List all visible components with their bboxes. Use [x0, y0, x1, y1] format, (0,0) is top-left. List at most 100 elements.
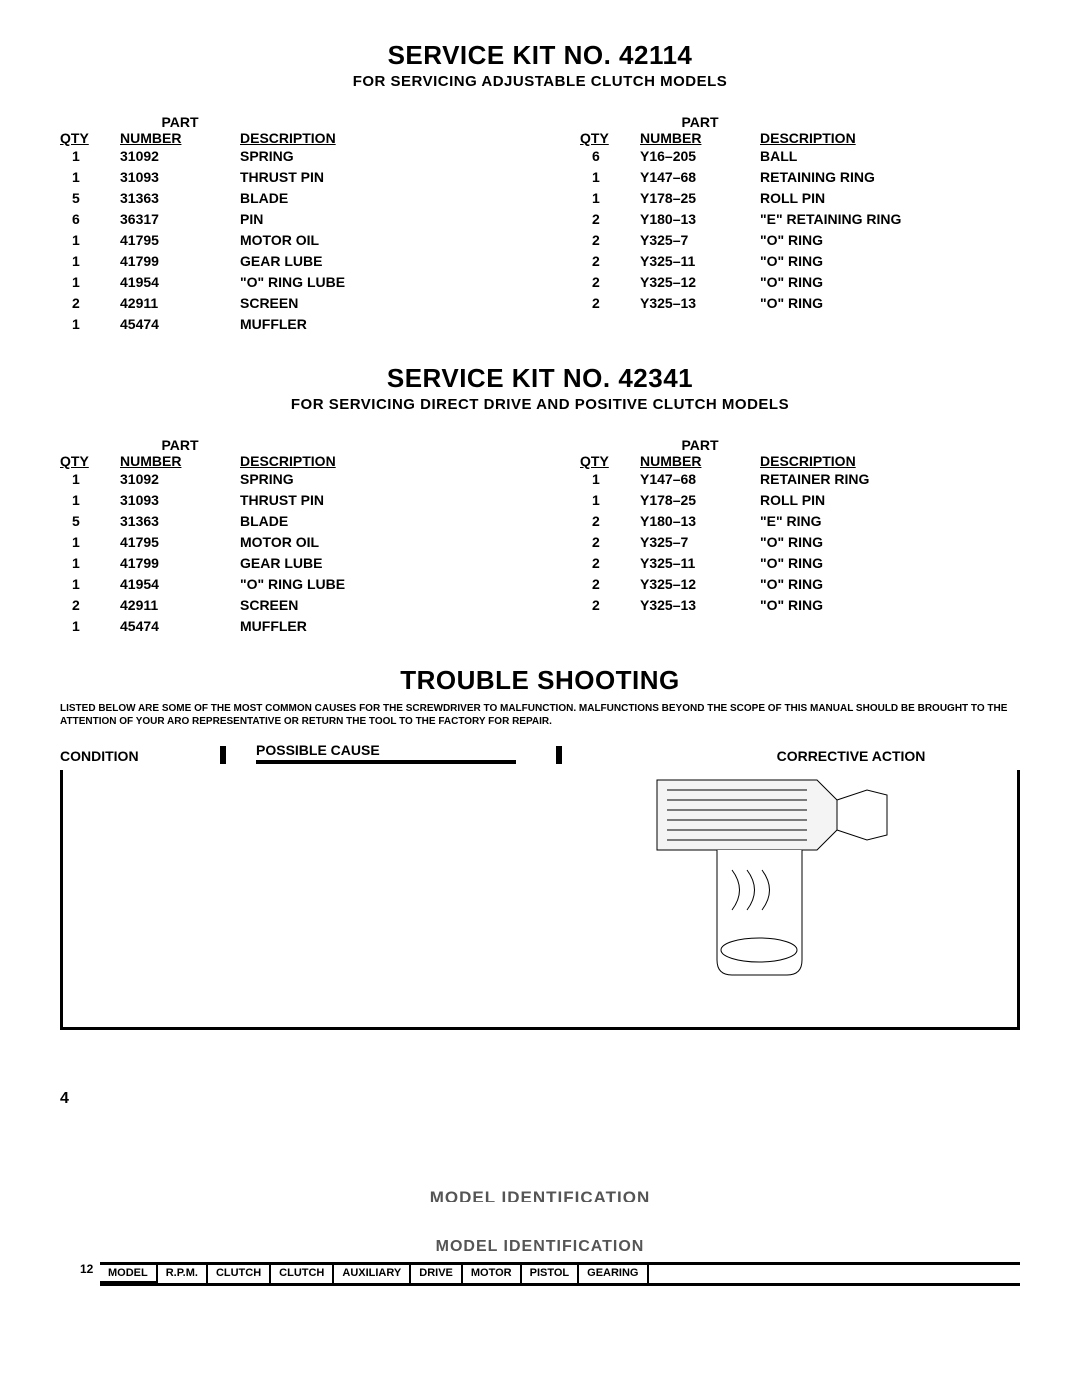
kit2-right-pn-h: NUMBER	[640, 453, 760, 469]
cell-qty: 1	[60, 616, 120, 637]
table-row: 6Y16–205BALL	[580, 146, 1020, 167]
kit2-left-pn-h: NUMBER	[120, 453, 240, 469]
cell-qty: 1	[60, 469, 120, 490]
kit2-right-qty-h: QTY	[580, 453, 640, 469]
cell-qty: 1	[60, 553, 120, 574]
trouble-col-cause: POSSIBLE CAUSE	[256, 742, 516, 764]
table-row: 2Y325–13"O" RING	[580, 595, 1020, 616]
cell-desc: GEAR LUBE	[240, 251, 500, 272]
table-row: 2Y325–7"O" RING	[580, 230, 1020, 251]
page-number: 4	[60, 1090, 1020, 1108]
cell-desc: "O" RING	[760, 553, 1020, 574]
cell-desc: ROLL PIN	[760, 188, 1020, 209]
table-row: 1Y178–25ROLL PIN	[580, 188, 1020, 209]
table-row: 145474MUFFLER	[60, 616, 500, 637]
cell-pn: 41799	[120, 251, 240, 272]
screwdriver-illustration	[637, 760, 897, 980]
model-col: CLUTCH	[271, 1265, 334, 1283]
model-col: PISTOL	[522, 1265, 580, 1283]
cell-desc: "O" RING	[760, 230, 1020, 251]
table-row: 141799GEAR LUBE	[60, 251, 500, 272]
cell-desc: "E" RING	[760, 511, 1020, 532]
cell-desc: SPRING	[240, 146, 500, 167]
cell-desc: SCREEN	[240, 293, 500, 314]
cell-qty: 2	[580, 574, 640, 595]
cell-pn: Y325–11	[640, 553, 760, 574]
trouble-title: TROUBLE SHOOTING	[60, 665, 1020, 696]
cell-desc: RETAINING RING	[760, 167, 1020, 188]
kit1-subtitle: FOR SERVICING ADJUSTABLE CLUTCH MODELS	[60, 73, 1020, 90]
cell-qty: 2	[580, 251, 640, 272]
table-row: 2Y325–11"O" RING	[580, 553, 1020, 574]
model-col: R.P.M.	[158, 1265, 208, 1283]
cell-desc: BLADE	[240, 188, 500, 209]
cell-desc: MUFFLER	[240, 314, 500, 335]
kit1-left-desc-h: DESCRIPTION	[240, 130, 500, 146]
kit2-tables: PART QTY NUMBER DESCRIPTION 131092SPRING…	[60, 437, 1020, 637]
cell-pn: 41954	[120, 574, 240, 595]
cell-desc: GEAR LUBE	[240, 553, 500, 574]
cell-desc: "O" RING LUBE	[240, 574, 500, 595]
cell-pn: 41799	[120, 553, 240, 574]
cell-desc: PIN	[240, 209, 500, 230]
cell-pn: Y180–13	[640, 511, 760, 532]
model-col: MOTOR	[463, 1265, 522, 1283]
cell-desc: "O" RING	[760, 251, 1020, 272]
table-row: 131092SPRING	[60, 146, 500, 167]
cell-desc: THRUST PIN	[240, 490, 500, 511]
kit2-right: PART QTY NUMBER DESCRIPTION 1Y147–68RETA…	[580, 437, 1020, 637]
cell-pn: Y180–13	[640, 209, 760, 230]
cell-qty: 1	[60, 251, 120, 272]
cell-desc: MOTOR OIL	[240, 230, 500, 251]
table-row: 2Y180–13"E" RETAINING RING	[580, 209, 1020, 230]
page-left-num: 12	[80, 1262, 93, 1276]
trouble-box	[60, 770, 1020, 1030]
cell-desc: "O" RING	[760, 574, 1020, 595]
kit2-right-desc-h: DESCRIPTION	[760, 453, 1020, 469]
cell-qty: 2	[60, 595, 120, 616]
cell-qty: 2	[580, 532, 640, 553]
cell-qty: 1	[60, 314, 120, 335]
kit1-tables: PART QTY NUMBER DESCRIPTION 131092SPRING…	[60, 114, 1020, 335]
cell-pn: 31093	[120, 167, 240, 188]
table-row: 141954"O" RING LUBE	[60, 272, 500, 293]
table-row: 531363BLADE	[60, 511, 500, 532]
table-row: 131093THRUST PIN	[60, 167, 500, 188]
cell-pn: 41795	[120, 532, 240, 553]
cell-pn: 36317	[120, 209, 240, 230]
kit1-left: PART QTY NUMBER DESCRIPTION 131092SPRING…	[60, 114, 500, 335]
cell-qty: 2	[580, 209, 640, 230]
table-row: 141795MOTOR OIL	[60, 230, 500, 251]
cell-desc: "O" RING	[760, 532, 1020, 553]
cell-pn: Y325–12	[640, 574, 760, 595]
table-row: 1Y147–68RETAINING RING	[580, 167, 1020, 188]
cell-pn: 31093	[120, 490, 240, 511]
table-row: 2Y325–7"O" RING	[580, 532, 1020, 553]
cell-desc: "E" RETAINING RING	[760, 209, 1020, 230]
table-row: 2Y325–11"O" RING	[580, 251, 1020, 272]
cell-desc: "O" RING	[760, 595, 1020, 616]
kit1-title: SERVICE KIT NO. 42114	[60, 40, 1020, 71]
cell-qty: 2	[580, 553, 640, 574]
table-row: 2Y325–12"O" RING	[580, 574, 1020, 595]
cell-pn: Y325–7	[640, 230, 760, 251]
cell-pn: Y325–7	[640, 532, 760, 553]
cell-desc: SCREEN	[240, 595, 500, 616]
cell-qty: 1	[60, 167, 120, 188]
kit2-left-part-label: PART	[120, 437, 240, 453]
model-id-title-shadow: MODEL IDENTIFICATION	[60, 1188, 1020, 1202]
cell-qty: 2	[580, 230, 640, 251]
model-col: GEARING	[579, 1265, 648, 1283]
cell-qty: 1	[580, 490, 640, 511]
cell-pn: Y178–25	[640, 490, 760, 511]
cell-qty: 2	[580, 595, 640, 616]
cell-qty: 1	[60, 532, 120, 553]
cell-pn: 41954	[120, 272, 240, 293]
model-col: DRIVE	[411, 1265, 463, 1283]
cell-qty: 1	[60, 146, 120, 167]
cell-pn: 31363	[120, 188, 240, 209]
cell-qty: 5	[60, 511, 120, 532]
cell-pn: Y178–25	[640, 188, 760, 209]
kit1-left-part-label: PART	[120, 114, 240, 130]
table-row: 1Y178–25ROLL PIN	[580, 490, 1020, 511]
